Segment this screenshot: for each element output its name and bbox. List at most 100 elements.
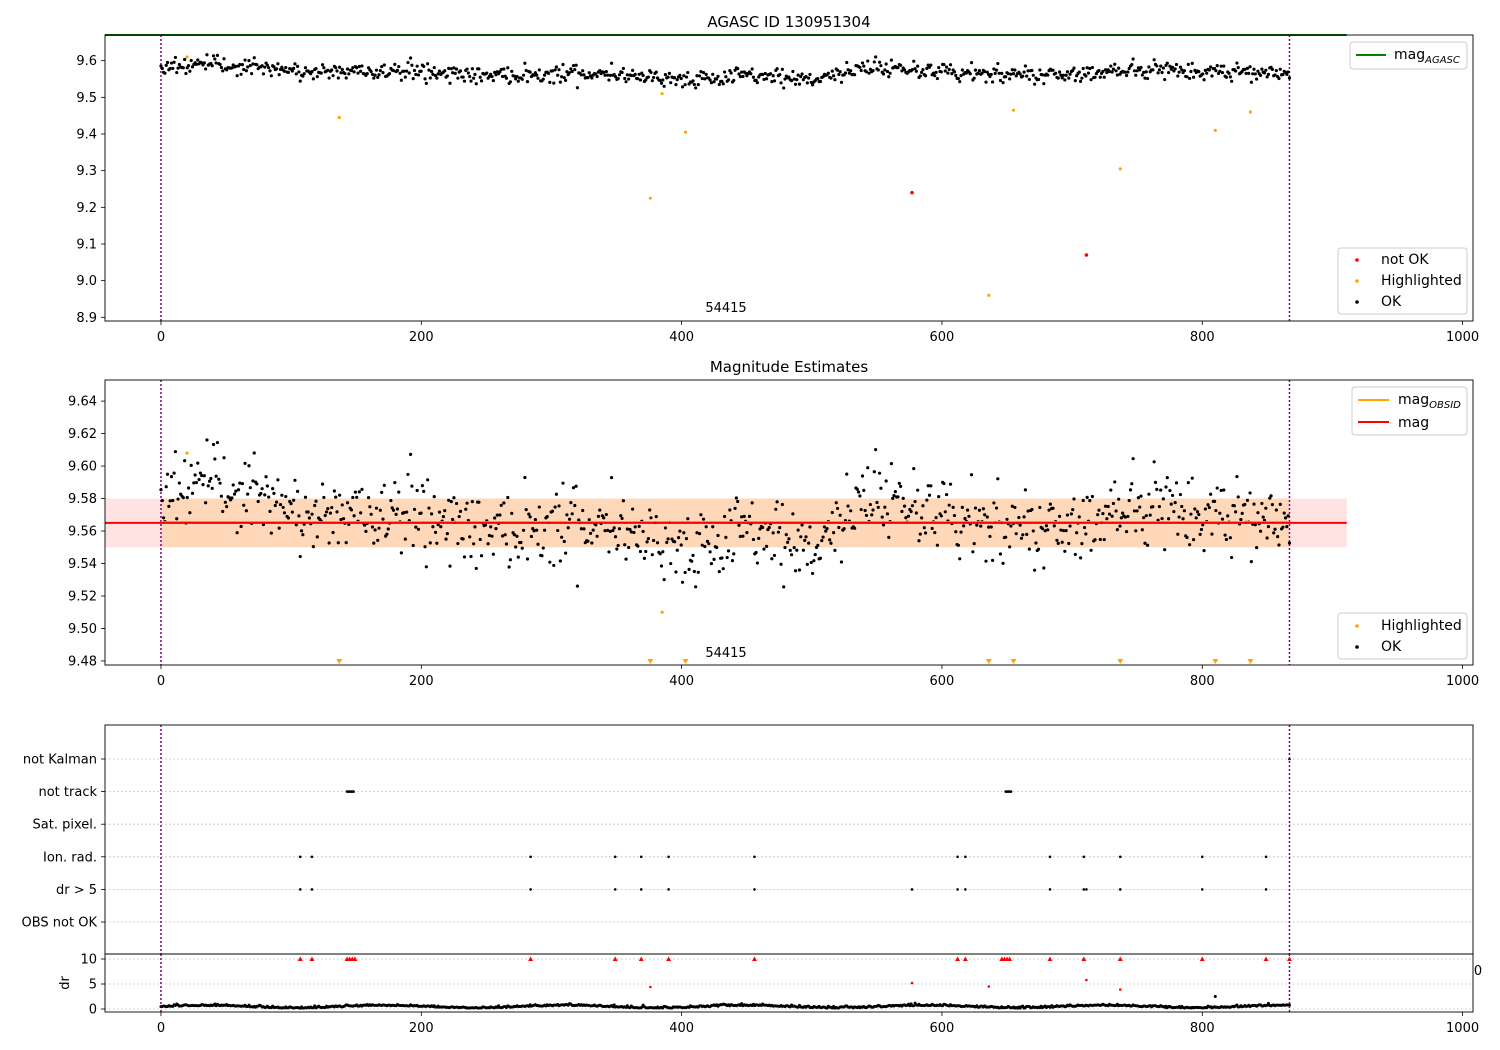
- ok-point: [175, 70, 179, 75]
- ok-point: [1110, 70, 1114, 74]
- ok-point: [336, 541, 340, 545]
- ok-point: [757, 536, 761, 540]
- ok-point: [832, 74, 836, 78]
- ok-point: [951, 505, 955, 509]
- ok-point: [416, 527, 421, 531]
- flag-point: [1200, 855, 1204, 859]
- ok-point: [1176, 74, 1180, 78]
- ok-point: [294, 523, 298, 527]
- ok-point: [761, 525, 765, 530]
- x-tick-label: 1000: [1446, 330, 1479, 345]
- ok-point: [853, 73, 857, 77]
- ok-point: [1117, 66, 1121, 70]
- ok-point: [891, 496, 895, 500]
- ok-point: [322, 495, 326, 500]
- ok-point: [1001, 561, 1005, 565]
- ok-point: [1168, 488, 1172, 493]
- dr-clipped-marker: [1199, 956, 1205, 961]
- ok-point: [1036, 547, 1041, 551]
- ok-point: [506, 66, 510, 70]
- ok-point: [532, 73, 536, 77]
- ok-point: [1228, 75, 1232, 79]
- ok-point: [679, 76, 683, 81]
- ok-point: [512, 533, 516, 537]
- ok-point: [676, 536, 681, 540]
- ok-point: [235, 531, 239, 535]
- ok-point: [984, 559, 988, 563]
- ok-point: [972, 76, 976, 80]
- ok-point: [789, 79, 794, 83]
- ok-point: [625, 527, 629, 531]
- ok-point: [1101, 512, 1105, 516]
- ok-point: [1197, 512, 1201, 517]
- ok-point: [691, 79, 695, 83]
- ok-point: [510, 511, 514, 515]
- ok-point: [842, 527, 846, 531]
- ok-point: [678, 529, 682, 533]
- ok-point: [832, 531, 836, 535]
- ok-point: [809, 560, 813, 565]
- ok-point: [795, 548, 799, 552]
- ok-point: [750, 67, 754, 71]
- ok-point: [395, 507, 400, 511]
- ok-point: [521, 528, 526, 532]
- x-tick-label: 400: [669, 1021, 694, 1036]
- ok-point: [194, 480, 199, 485]
- ok-point: [1080, 542, 1084, 546]
- ok-point: [527, 512, 531, 516]
- ok-point: [1180, 504, 1184, 509]
- x-tick-label: 0: [157, 1021, 165, 1036]
- ok-point: [636, 544, 640, 548]
- ok-point: [824, 529, 828, 533]
- ok-point: [490, 534, 494, 538]
- ok-point: [608, 73, 612, 78]
- ok-point: [240, 63, 245, 67]
- ok-point: [1159, 488, 1163, 492]
- ok-point: [536, 542, 540, 546]
- ok-point: [494, 73, 498, 77]
- ok-point: [1077, 70, 1081, 74]
- ok-point: [582, 73, 586, 77]
- ok-point: [1195, 510, 1200, 514]
- ok-point: [1270, 67, 1274, 71]
- ok-point: [721, 567, 725, 571]
- ok-point: [210, 486, 214, 490]
- ok-point: [239, 524, 243, 529]
- ok-point: [311, 545, 315, 549]
- ok-point: [491, 552, 495, 556]
- ok-point: [240, 481, 245, 486]
- ok-point: [715, 77, 719, 81]
- ok-point: [479, 554, 484, 558]
- ok-point: [200, 473, 204, 478]
- ok-point: [1232, 504, 1236, 508]
- ok-point: [175, 517, 179, 521]
- ok-point: [542, 73, 547, 77]
- ok-point: [1151, 68, 1155, 72]
- ok-point: [603, 73, 607, 77]
- ok-point: [1130, 63, 1134, 67]
- ok-point: [1167, 70, 1171, 75]
- ok-point: [201, 483, 205, 487]
- flag-point: [1264, 888, 1268, 891]
- ok-point: [1245, 66, 1250, 71]
- ok-point: [402, 69, 406, 73]
- ok-point: [1203, 68, 1207, 72]
- ok-point: [625, 73, 629, 77]
- ok-point: [230, 66, 234, 70]
- ok-point: [606, 73, 610, 77]
- ok-point: [183, 459, 187, 463]
- ok-point: [910, 68, 915, 72]
- ok-point: [331, 74, 335, 78]
- ok-point: [478, 75, 482, 79]
- ok-point: [809, 80, 813, 85]
- ok-point: [884, 62, 888, 66]
- ok-point: [607, 550, 611, 554]
- ok-point: [1277, 76, 1281, 81]
- ok-point: [637, 72, 641, 76]
- ok-point: [1001, 81, 1005, 85]
- ok-point: [464, 507, 468, 511]
- ok-point: [826, 71, 830, 75]
- dr-clipped-marker: [1047, 956, 1053, 961]
- ok-point: [1160, 516, 1164, 521]
- ok-point: [1068, 524, 1072, 528]
